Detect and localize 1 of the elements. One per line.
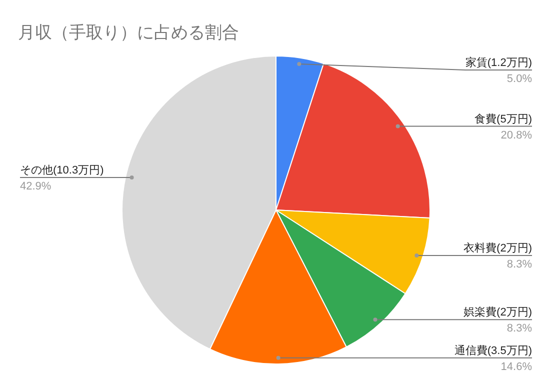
title: 月収（手取り）に占める割合 (18, 23, 239, 42)
